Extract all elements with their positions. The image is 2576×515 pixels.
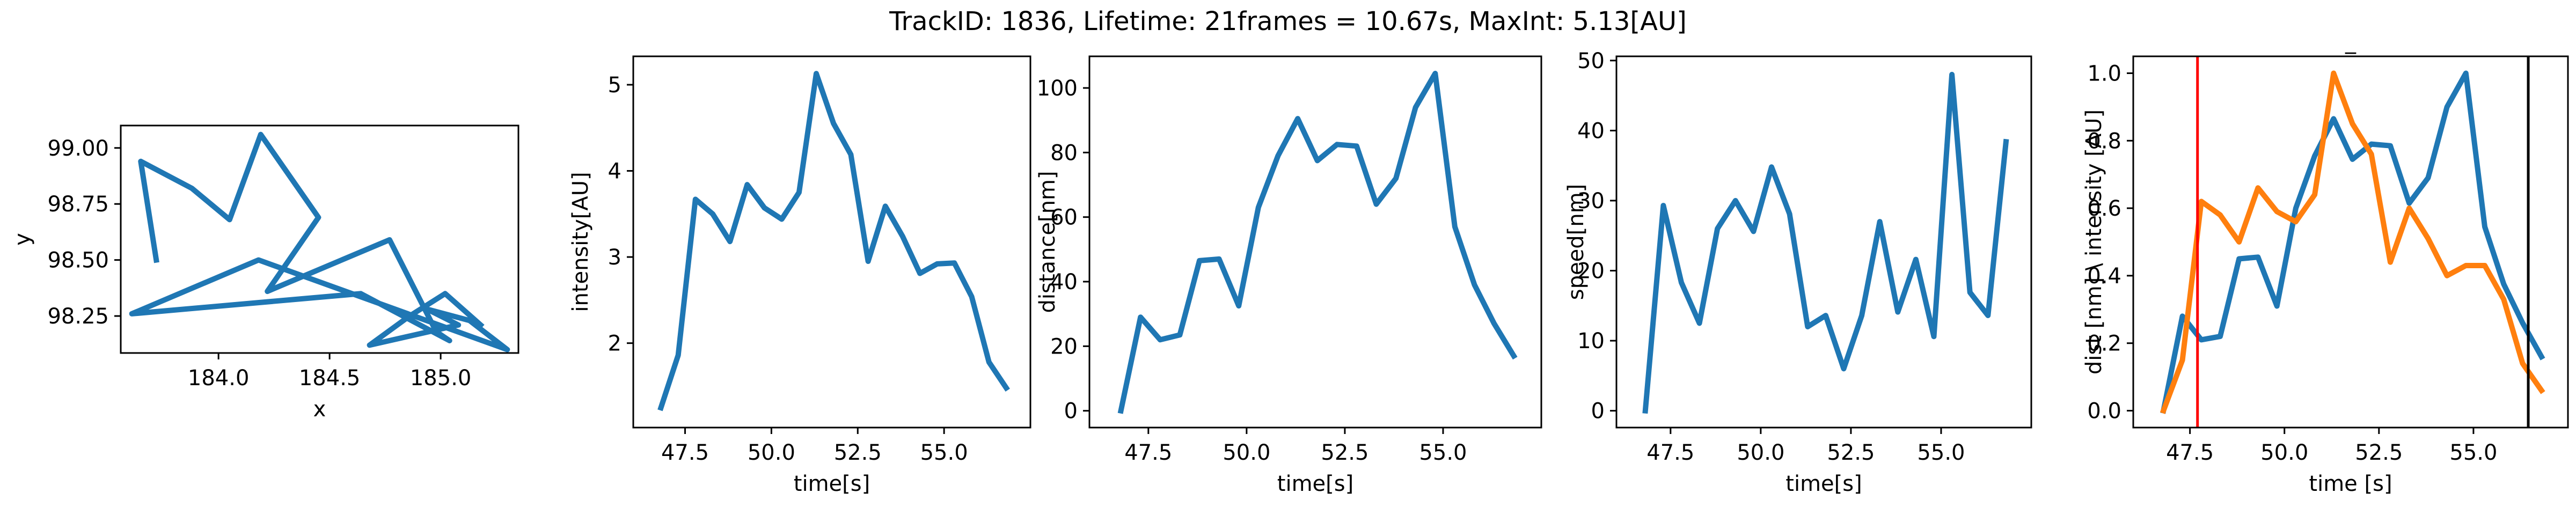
y-axis-label: y <box>10 233 35 246</box>
y-tick-label: 0.8 <box>2087 129 2121 153</box>
y-tick-label: 40 <box>1577 119 1605 143</box>
x-axis-label: x <box>313 397 326 422</box>
subplot-1: 184.0 184.5 185.0 98.25 98.50 98.75 99.00 x y <box>10 124 519 422</box>
x-tick-label: 50.0 <box>2260 440 2308 465</box>
x-tick-label: 50.0 <box>748 440 795 465</box>
y-tick-label: 0 <box>1064 399 1078 424</box>
y-tick-label: 0.0 <box>2087 399 2121 424</box>
x-tick-label: 47.5 <box>2166 440 2214 465</box>
series-line-1 <box>2160 70 2545 414</box>
x-tick-label: 55.0 <box>2449 440 2497 465</box>
y-tick-label: 0.4 <box>2087 264 2121 289</box>
y-tick-label: 0 <box>1591 399 1605 424</box>
y-tick-label: 0.6 <box>2087 196 2121 221</box>
subplot-4: 47.5 50.0 52.5 55.0 0 10 20 30 40 50 time[s] speed[… <box>1564 49 2032 496</box>
x-tick-label: 52.5 <box>2355 440 2403 465</box>
x-tick-label: 184.5 <box>299 366 361 391</box>
y-tick-label: 98.25 <box>47 304 109 329</box>
y-tick-label: 100 <box>1037 76 1078 101</box>
x-tick-label: 52.5 <box>1321 440 1368 465</box>
y-tick-label: 99.00 <box>47 136 109 161</box>
x-axis-label: time[s] <box>1785 472 1862 496</box>
series-line-1 <box>1642 71 2009 414</box>
x-tick-label: 52.5 <box>1827 440 1875 465</box>
y-tick-label: 40 <box>1050 270 1078 295</box>
subplot-3: 47.5 50.0 52.5 55.0 0 20 40 60 80 100 time[s] dista… <box>1035 55 1542 496</box>
y-tick-label: 3 <box>608 245 621 270</box>
series-line-1 <box>129 131 510 352</box>
y-tick-label: 80 <box>1050 141 1078 165</box>
y-tick-label: 1.0 <box>2087 61 2121 86</box>
x-axis-label: time[s] <box>1277 472 1353 496</box>
series-line-2 <box>2160 70 2545 414</box>
x-tick-label: 47.5 <box>1646 440 1694 465</box>
y-axis-label: dist [nm] \ intensity [AU] <box>2082 109 2106 374</box>
axes-frame <box>1088 55 1542 429</box>
subplot-2: 47.5 50.0 52.5 55.0 2 3 4 5 time[s] intensity[AU] <box>568 55 1031 496</box>
x-tick-label: 184.0 <box>188 366 250 391</box>
y-tick-label: 30 <box>1577 189 1605 214</box>
x-tick-label: 55.0 <box>920 440 968 465</box>
y-tick-label: 60 <box>1050 205 1078 230</box>
axes-frame <box>120 124 519 354</box>
subplot-5: 47.5 50.0 52.5 55.0 0.0 0.2 0.4 0.6 0.8 1.0 time [… <box>2082 30 2569 496</box>
x-tick-label: 185.0 <box>410 366 472 391</box>
figure-suptitle: TrackID: 1836, Lifetime: 21frames = 10.6… <box>889 6 1687 36</box>
x-tick-label: 50.0 <box>1737 440 1784 465</box>
y-tick-label: 4 <box>608 159 621 184</box>
axes-frame <box>1615 55 2032 429</box>
y-tick-label: 0.2 <box>2087 332 2121 356</box>
y-tick-label: 98.75 <box>47 192 109 217</box>
y-tick-label: 50 <box>1577 49 1605 73</box>
axes-frame <box>2132 55 2569 429</box>
x-tick-label: 55.0 <box>1917 440 1965 465</box>
x-axis-label: time [s] <box>2309 472 2392 496</box>
x-tick-label: 47.5 <box>661 440 709 465</box>
x-axis-label: time[s] <box>794 472 870 496</box>
y-tick-label: 10 <box>1577 329 1605 354</box>
x-tick-label: 55.0 <box>1419 440 1467 465</box>
y-tick-label: 20 <box>1050 334 1078 359</box>
subplot-panels: 184.0 184.5 185.0 98.25 98.50 98.75 99.00 x y 47.… <box>10 30 2569 496</box>
series-line-1 <box>657 71 1010 411</box>
x-tick-label: 50.0 <box>1223 440 1270 465</box>
y-tick-label: 20 <box>1577 259 1605 284</box>
y-tick-label: 2 <box>608 332 621 356</box>
x-tick-label: 52.5 <box>834 440 882 465</box>
y-tick-label: 98.50 <box>47 248 109 273</box>
y-axis-label: distance[nm] <box>1035 171 1060 313</box>
y-axis-label: intensity[AU] <box>568 172 593 312</box>
series-line-1 <box>1117 70 1518 414</box>
axes-frame <box>632 55 1031 429</box>
x-tick-label: 47.5 <box>1124 440 1172 465</box>
y-axis-label: speed[nm] <box>1564 184 1589 300</box>
y-tick-label: 5 <box>608 73 621 98</box>
subplot-title: _ <box>2345 30 2357 54</box>
